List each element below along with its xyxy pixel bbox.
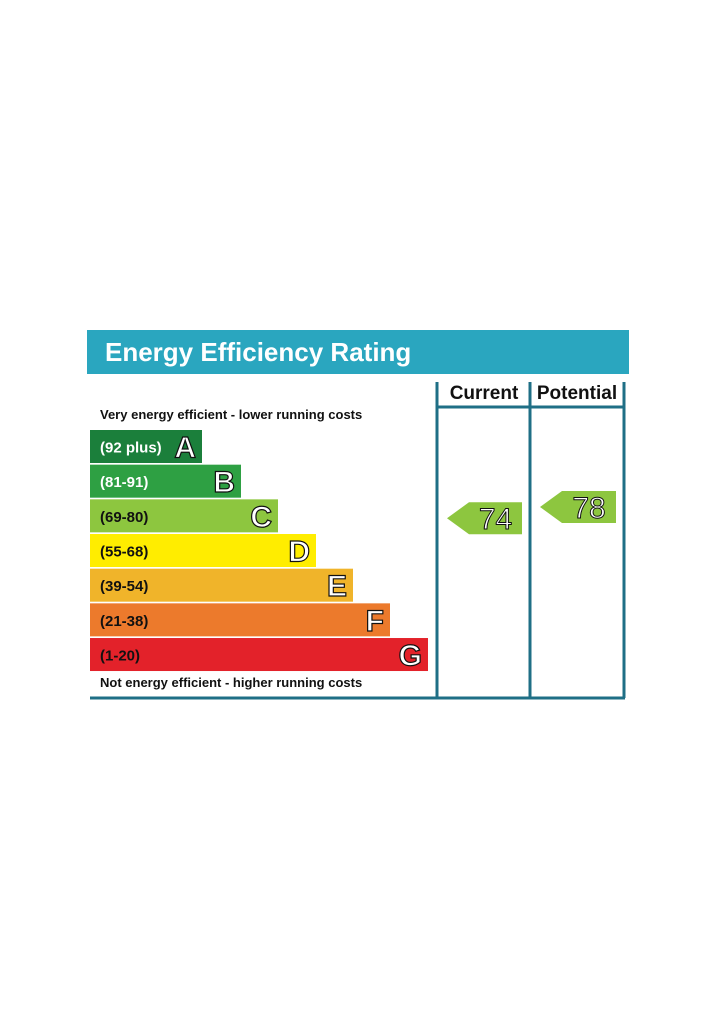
- band-range-g: (1-20): [100, 648, 140, 665]
- band-letter-a: A: [174, 432, 196, 465]
- band-c: (69-80) C: [90, 499, 278, 534]
- band-letter-c: C: [250, 501, 272, 534]
- band-bar-f: [90, 603, 390, 637]
- band-g: (1-20) G: [90, 638, 428, 673]
- band-letter-e: E: [327, 570, 347, 603]
- rating-bands: (92 plus) A(81-91) B(69-80) C(55-68) D(39-54…: [90, 430, 428, 673]
- potential-arrow-shape: [540, 490, 616, 523]
- band-e: (39-54) E: [90, 568, 353, 604]
- band-f: (21-38) F: [90, 603, 390, 638]
- table-frame: [90, 382, 626, 700]
- band-bar-b: [90, 464, 241, 498]
- top-caption: Very energy efficient - lower running co…: [100, 407, 362, 422]
- potential-score-value: 78: [572, 492, 605, 525]
- band-bar-g: [90, 638, 428, 672]
- band-range-b: (81-91): [100, 474, 148, 491]
- current-arrow-shape: [447, 502, 522, 535]
- band-range-f: (21-38): [100, 613, 148, 630]
- score-arrows: 74 78: [447, 490, 616, 537]
- band-letter-g: G: [399, 640, 422, 673]
- potential-column-header: Potential: [537, 383, 617, 404]
- chart-title: Energy Efficiency Rating: [105, 337, 411, 367]
- band-letter-f: F: [366, 605, 384, 638]
- band-range-e: (39-54): [100, 578, 148, 595]
- band-d: (55-68) D: [90, 534, 316, 569]
- current-column-header: Current: [450, 383, 519, 404]
- current-score-value: 74: [479, 503, 512, 536]
- band-letter-b: B: [213, 466, 235, 499]
- bottom-caption: Not energy efficient - higher running co…: [100, 675, 362, 690]
- band-range-d: (55-68): [100, 544, 148, 561]
- title-banner: [87, 330, 629, 374]
- band-b: (81-91) B: [90, 464, 241, 500]
- band-range-c: (69-80): [100, 509, 148, 526]
- current-score-arrow: 74: [447, 502, 522, 537]
- band-bar-e: [90, 568, 353, 602]
- band-bar-c: [90, 499, 278, 533]
- band-bar-a: [90, 430, 202, 463]
- band-a: (92 plus) A: [90, 430, 202, 465]
- band-letter-d: D: [288, 536, 310, 569]
- band-bar-d: [90, 534, 316, 568]
- potential-score-arrow: 78: [540, 490, 616, 525]
- band-range-a: (92 plus): [100, 440, 162, 457]
